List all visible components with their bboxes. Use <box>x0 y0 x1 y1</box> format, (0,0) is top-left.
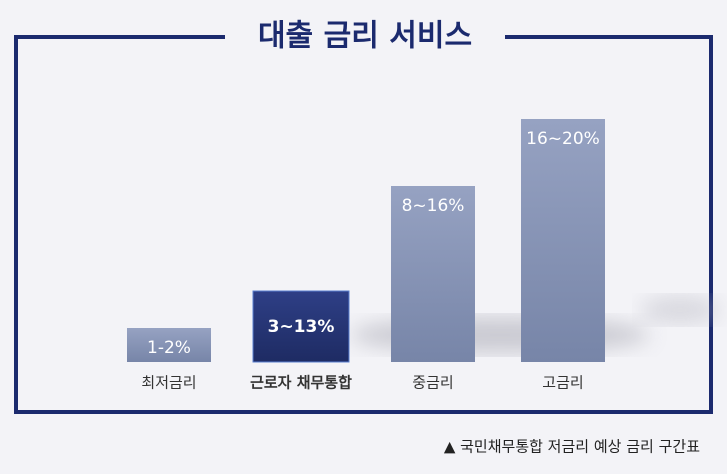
category-label: 근로자 채무통합 <box>250 374 352 392</box>
bar <box>127 328 211 362</box>
bars: 1-2% 최저금리 3~13% 근로자 채무통합 8~16% 중금리 16~20% 고금리 <box>127 119 605 392</box>
range-label: 8~16% <box>402 196 465 216</box>
shadow <box>640 296 720 324</box>
category-label: 고금리 <box>542 374 583 392</box>
bar <box>521 119 605 362</box>
bar <box>252 290 350 363</box>
category-label: 최저금리 <box>141 374 196 392</box>
category-label: 중금리 <box>412 374 453 392</box>
footnote: ▲ 국민채무통합 저금리 예상 금리 구간표 <box>444 438 700 456</box>
frame <box>14 35 713 414</box>
range-label: 1-2% <box>147 338 191 358</box>
range-label: 3~13% <box>268 317 335 337</box>
range-label: 16~20% <box>526 129 600 149</box>
title: 대출 금리 서비스 <box>258 19 472 54</box>
bar <box>391 186 475 362</box>
